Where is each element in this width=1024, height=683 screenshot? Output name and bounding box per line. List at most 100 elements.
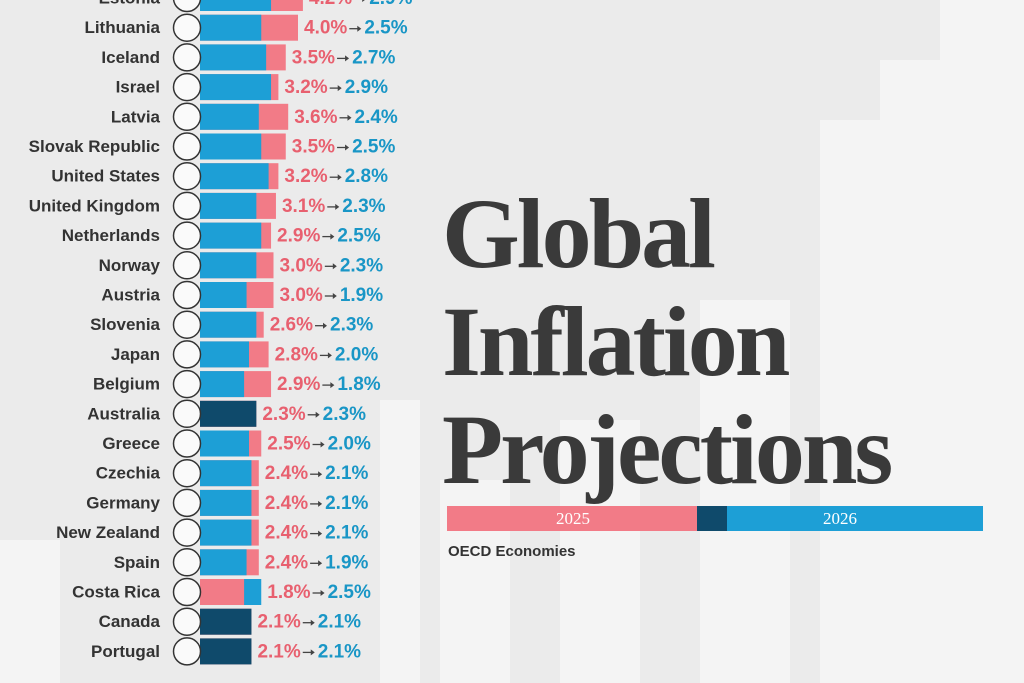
legend-swatch — [727, 506, 983, 531]
bar — [200, 489, 252, 516]
legend-overlap-swatch — [697, 506, 727, 531]
country-label: Portugal — [91, 642, 160, 661]
bar — [200, 222, 262, 249]
arrow-head — [345, 144, 350, 151]
arrow-head — [318, 530, 323, 537]
arrow-icon — [310, 530, 323, 537]
bar — [200, 252, 257, 279]
arrow-icon — [324, 293, 337, 299]
country-label: Spain — [114, 553, 160, 572]
value-label-2026: 2.3% — [340, 255, 383, 276]
flag-icon — [172, 221, 202, 250]
arrow-head — [315, 411, 320, 418]
arrow-icon — [319, 352, 332, 359]
flag-icon — [172, 0, 202, 13]
value-label-2025: 2.1% — [257, 612, 300, 633]
arrow-icon — [302, 649, 315, 656]
bar — [200, 282, 247, 308]
flag-icon — [172, 577, 202, 607]
value-label-2026: 2.7% — [352, 47, 395, 68]
bar — [200, 341, 249, 368]
arrow-head — [318, 500, 323, 507]
value-label-2026: 2.3% — [342, 196, 385, 217]
flag-icon — [172, 548, 202, 577]
arrow-icon — [362, 0, 365, 2]
bar — [200, 74, 272, 101]
flag-icon — [172, 340, 202, 369]
arrow-head — [320, 590, 325, 596]
value-label-2025: 2.4% — [265, 523, 308, 544]
bar — [200, 371, 245, 398]
country-label: Costa Rica — [72, 582, 160, 601]
country-label: United States — [51, 167, 160, 186]
arrow-icon — [302, 619, 315, 626]
bar — [200, 460, 252, 487]
value-label-2025: 3.1% — [282, 196, 325, 217]
country-label: Greece — [102, 434, 160, 453]
value-label-2025: 3.2% — [284, 166, 327, 187]
value-label-2026: 2.0% — [328, 434, 371, 455]
flag-icon — [172, 43, 202, 72]
arrow-icon — [312, 441, 325, 448]
value-label-2026: 2.3% — [330, 315, 373, 336]
legend-label: 2026 — [823, 509, 857, 528]
country-label: Austria — [101, 285, 160, 304]
value-label-2025: 2.3% — [262, 404, 305, 425]
value-label-2025: 3.0% — [280, 285, 323, 306]
country-label: Latvia — [111, 107, 161, 126]
value-label-2026: 1.9% — [325, 552, 368, 573]
value-label-2026: 2.5% — [337, 226, 380, 247]
flag-icon — [172, 161, 202, 191]
legend-swatch — [447, 506, 699, 531]
arrow-head — [345, 55, 350, 62]
arrow-head — [362, 0, 365, 2]
value-label-2026: 1.9% — [340, 285, 383, 306]
arrow-icon — [324, 263, 337, 270]
flag-icon — [172, 429, 202, 458]
value-label-2025: 2.9% — [277, 374, 320, 395]
flag-icon — [172, 637, 202, 666]
arrow-icon — [349, 25, 362, 32]
arrow-head — [310, 619, 315, 626]
flag-icon — [172, 280, 202, 310]
arrow-head — [332, 293, 337, 299]
flag-icon — [172, 191, 202, 221]
arrow-head — [327, 352, 332, 359]
flag-icon — [172, 13, 202, 42]
bar — [200, 519, 252, 546]
flag-icon — [172, 458, 202, 488]
value-label-2025: 4.0% — [304, 18, 347, 39]
bar — [200, 311, 257, 338]
country-label: Iceland — [101, 48, 160, 67]
value-label-2025: 2.1% — [257, 641, 300, 662]
value-label-2025: 4.2% — [309, 0, 352, 9]
flag-icon — [172, 132, 202, 161]
flag-icon — [172, 488, 202, 518]
flag-icon — [172, 369, 202, 399]
bar — [200, 400, 257, 427]
value-label-2026: 2.1% — [325, 493, 368, 514]
value-label-2025: 3.5% — [292, 47, 335, 68]
country-label: Germany — [86, 493, 160, 512]
arrow-icon — [339, 114, 352, 121]
arrow-head — [330, 382, 335, 389]
country-label: United Kingdom — [29, 196, 160, 215]
value-label-2026: 2.8% — [345, 166, 388, 187]
arrow-icon — [327, 203, 340, 210]
bar — [200, 133, 262, 160]
bar — [200, 430, 249, 457]
arrow-head — [357, 25, 362, 32]
arrow-head — [337, 174, 342, 181]
value-label-2025: 3.0% — [280, 255, 323, 276]
value-label-2025: 3.2% — [284, 77, 327, 98]
value-label-2025: 2.9% — [277, 226, 320, 247]
bar — [200, 0, 272, 11]
value-label-2026: 2.9% — [369, 0, 412, 9]
country-label: Slovenia — [90, 315, 160, 334]
bar — [200, 608, 252, 635]
bar — [200, 638, 252, 665]
arrow-head — [332, 263, 337, 270]
bar — [200, 163, 269, 190]
